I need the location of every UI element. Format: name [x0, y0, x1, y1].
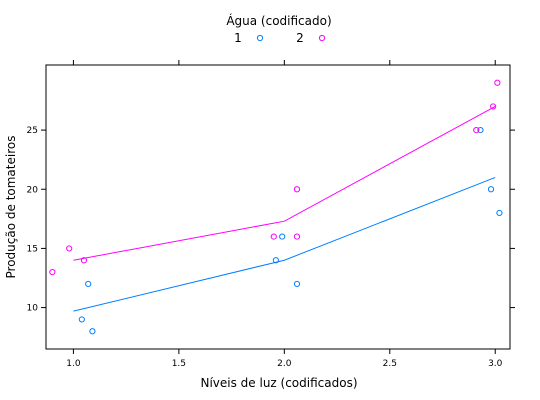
y-axis-label: Produção de tomateiros	[4, 136, 18, 279]
x-tick-label: 1.5	[172, 359, 186, 369]
y-tick-label: 10	[27, 304, 39, 314]
x-tick-label: 2.0	[277, 359, 292, 369]
y-tick-label: 15	[27, 244, 38, 254]
x-tick-label: 2.5	[383, 359, 397, 369]
data-point-series-1	[497, 210, 502, 215]
data-point-series-2	[50, 269, 55, 274]
x-axis-label: Níveis de luz (codificados)	[200, 376, 357, 390]
legend-title: Água (codificado)	[226, 13, 331, 28]
data-point-series-1	[488, 187, 493, 192]
data-point-series-2	[495, 80, 500, 85]
data-point-series-2	[294, 187, 299, 192]
axes: 1.0 1.5 2.0 2.5 3.0 10 15 20 25	[27, 60, 515, 369]
y-tick-label: 20	[27, 185, 39, 195]
data-points	[50, 80, 502, 334]
data-point-series-2	[67, 246, 72, 251]
data-point-series-1	[79, 317, 84, 322]
data-point-series-1	[294, 281, 299, 286]
y-tick-label: 25	[27, 126, 38, 136]
data-point-series-1	[280, 234, 285, 239]
x-tick-label: 3.0	[488, 359, 503, 369]
data-point-series-1	[86, 281, 91, 286]
data-point-series-2	[271, 234, 276, 239]
fit-lines	[73, 106, 495, 311]
data-point-series-2	[294, 234, 299, 239]
legend-marker-1	[257, 35, 262, 40]
legend-marker-2	[319, 35, 324, 40]
legend-label-1: 1	[234, 31, 242, 45]
plot-frame	[46, 65, 510, 349]
x-tick-label: 1.0	[66, 359, 81, 369]
data-point-series-1	[90, 329, 95, 334]
fit-line-series-1	[73, 177, 495, 311]
legend-label-2: 2	[296, 31, 304, 45]
